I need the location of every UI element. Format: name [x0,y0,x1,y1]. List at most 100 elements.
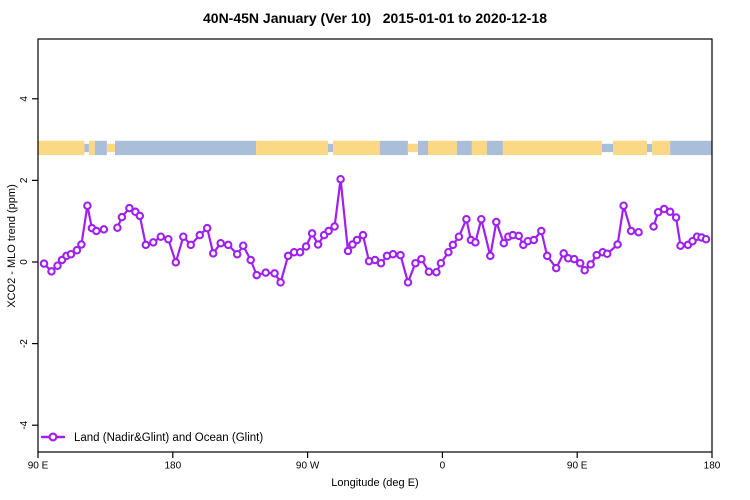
map-band-segment-land [333,140,380,156]
data-point-marker [301,242,311,251]
data-point-marker [477,214,486,224]
data-point-marker [701,234,711,244]
data-point-marker [671,213,681,222]
data-point-marker [396,250,405,260]
data-point-marker [149,238,158,247]
x-axis-title: Longitude (deg E) [331,477,419,489]
data-point-marker [537,226,546,236]
data-point-marker [313,240,323,249]
data-series-line [42,204,106,273]
data-point-marker [376,258,386,268]
y-tick-label: -4 [19,420,30,429]
data-point-marker [486,251,495,261]
x-tick-label: 90 E [567,461,588,472]
legend-marker-icon [48,432,58,442]
data-point-marker [514,231,524,241]
data-point-marker [295,247,305,257]
map-band-segment-ocean [84,143,89,153]
data-point-marker [171,258,181,267]
map-band-segment-land [408,143,418,153]
map-band-segment-land [502,140,602,156]
map-band-segment-land [88,140,95,156]
data-point-marker [72,245,82,255]
y-tick-label: 2 [19,177,30,183]
data-point-marker [125,203,134,213]
data-point-marker [411,258,420,268]
legend-label: Land (Nadir&Glint) and Ocean (Glint) [74,432,263,444]
data-point-marker [542,251,552,261]
data-point-marker [551,263,561,273]
data-point-marker [388,249,398,259]
data-point-marker [324,226,333,236]
data-point-marker [417,254,426,264]
map-band-segment-land [428,140,457,156]
data-point-marker [66,249,76,259]
data-point-marker [135,211,145,221]
map-band-segment-ocean [647,143,653,153]
data-point-marker [403,278,413,287]
data-point-marker [113,223,122,232]
y-axis-title: XCO2 - MLO trend (ppm) [6,184,18,308]
data-point-marker [559,249,568,258]
y-tick-label: 4 [19,96,30,102]
x-tick-label: 180 [704,461,721,472]
data-point-marker [370,255,380,265]
chart-title: 40N-45N January (Ver 10) 2015-01-01 to 2… [203,10,547,26]
data-point-marker [569,254,579,264]
map-band-segment-ocean [601,143,613,153]
map-band-segment-land [613,140,647,156]
data-point-marker [47,267,56,276]
data-point-marker [307,229,317,238]
data-point-marker [53,261,62,270]
data-point-marker [676,241,685,250]
data-point-marker [626,226,636,236]
x-tick-label: 0 [440,461,446,472]
x-tick-label: 90 E [28,461,49,472]
map-band-segment-ocean [115,140,257,156]
data-point-marker [276,278,285,287]
map-band-segment-land [106,143,115,153]
map-band-segment-land [256,140,328,156]
map-band-segment-ocean [486,140,503,156]
data-point-marker [343,246,353,256]
data-point-marker [634,227,643,237]
data-point-marker [223,240,233,250]
data-point-marker [92,226,101,236]
data-point-marker [358,230,368,240]
map-band-segment-ocean [418,140,428,156]
data-point-marker [330,222,339,231]
data-point-marker [492,217,501,227]
map-band-segment-ocean [456,140,472,156]
data-point-marker [270,269,279,278]
data-point-marker [117,212,127,222]
data-point-marker [39,259,49,268]
data-point-marker [208,249,218,258]
data-point-marker [186,240,196,250]
data-point-marker [83,201,92,210]
data-point-marker [141,240,151,250]
data-point-marker [246,255,255,265]
data-point-marker [575,258,585,268]
data-point-marker [195,230,205,240]
y-tick-label: 0 [19,259,30,265]
map-band-segment-ocean [379,140,408,156]
data-point-marker [454,232,464,241]
data-point-marker [261,268,270,277]
data-point-marker [179,232,188,241]
data-point-marker [613,240,622,249]
x-tick-label: 180 [164,461,181,472]
map-band-segment-land [471,140,487,156]
data-point-marker [649,222,658,231]
data-point-marker [238,241,248,250]
data-point-marker [619,201,628,210]
map-band-segment-ocean [670,140,712,156]
data-point-marker [99,225,109,234]
map-band-segment-land [652,140,671,156]
plot-border [37,38,713,453]
data-point-marker [653,207,663,217]
data-point-marker [529,235,539,245]
data-point-marker [586,260,595,269]
data-point-marker [164,234,173,244]
